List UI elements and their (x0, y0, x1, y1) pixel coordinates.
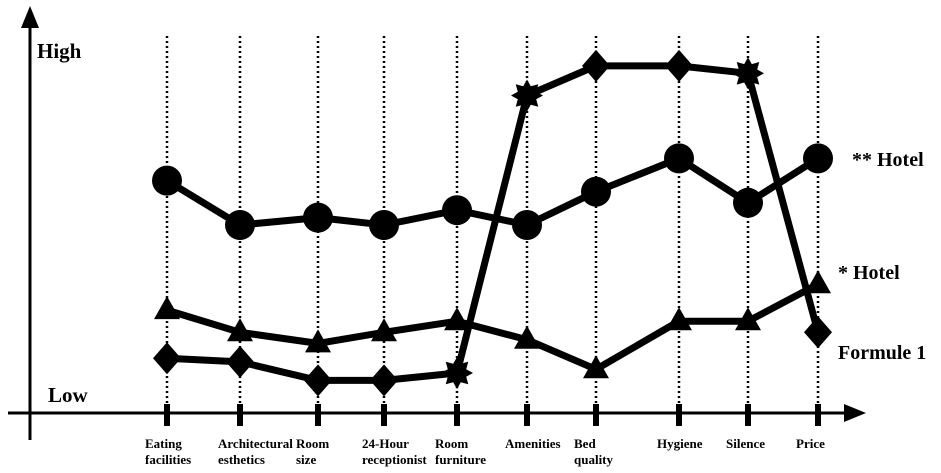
diamond-icon (665, 49, 693, 82)
x-tick-mark (815, 404, 821, 426)
circle-icon (512, 210, 542, 240)
circle-icon (733, 187, 763, 218)
y-high-label: High (37, 39, 82, 63)
series-label-formule-1: Formule 1 (838, 342, 926, 364)
x-tick-label: Architectural (218, 436, 293, 451)
diamond-icon (370, 364, 398, 397)
triangle-icon (735, 307, 761, 331)
series-label-two-star-hotel: ** Hotel (852, 149, 924, 171)
x-tick-label: Bed (574, 436, 596, 451)
x-tick-label: Room (435, 436, 468, 451)
series-line (163, 154, 822, 229)
series-labels: ** Hotel * Hotel Formule 1 (838, 149, 926, 364)
triangle-icon (514, 325, 540, 349)
x-tick-mark (315, 404, 321, 426)
star-icon (511, 79, 543, 112)
circle-icon (581, 176, 611, 207)
series-markers (152, 49, 833, 397)
x-tick-mark (454, 404, 460, 426)
x-tick-label: quality (574, 452, 614, 467)
circle-icon (369, 210, 399, 240)
x-tick-mark (524, 404, 530, 426)
triangle-icon (666, 307, 692, 331)
x-tick-label: esthetics (218, 452, 265, 467)
triangle-icon (444, 307, 470, 331)
circle-icon (803, 143, 833, 174)
x-tick-mark (745, 404, 751, 426)
x-tick-mark (676, 404, 682, 426)
triangle-icon (583, 355, 609, 379)
x-tick-label: receptionist (362, 452, 427, 467)
x-tick-label: facilities (145, 452, 191, 467)
x-tick-label: furniture (435, 452, 486, 467)
diamond-icon (582, 49, 610, 82)
star-icon (441, 357, 473, 389)
x-tick-mark (593, 404, 599, 426)
circle-icon (442, 195, 472, 226)
circle-icon (225, 210, 255, 240)
x-axis-arrow-icon (844, 404, 866, 422)
x-tick-label: Room (296, 436, 329, 451)
series-line (163, 280, 822, 373)
y-axis-arrow-icon (21, 6, 39, 28)
x-tick-mark (237, 404, 243, 426)
axes (8, 6, 866, 440)
series-label-one-star-hotel: * Hotel (838, 262, 900, 284)
x-tick-label: size (296, 452, 316, 467)
x-tick-mark (164, 404, 170, 426)
triangle-icon (227, 318, 253, 342)
circle-icon (303, 202, 333, 233)
triangle-icon (371, 318, 397, 342)
star-icon (732, 57, 764, 90)
x-tick-label: Hygiene (657, 436, 703, 451)
circle-icon (664, 143, 694, 174)
x-tick-label: Silence (726, 436, 765, 451)
series-line (163, 62, 822, 384)
series-lines (163, 62, 822, 384)
diamond-icon (804, 316, 832, 349)
x-tick-label: Price (796, 436, 825, 451)
y-low-label: Low (48, 383, 89, 407)
x-tick-label: Eating (145, 436, 182, 451)
x-tick-label: Amenities (505, 436, 561, 451)
diamond-icon (153, 342, 181, 375)
circle-icon (152, 165, 182, 196)
x-tick-mark (381, 404, 387, 426)
triangle-icon (154, 296, 180, 320)
x-tick-label: 24-Hour (362, 436, 409, 451)
diamond-icon (226, 345, 254, 378)
triangle-icon (305, 329, 331, 353)
diamond-icon (304, 364, 332, 397)
triangle-icon (805, 270, 831, 294)
